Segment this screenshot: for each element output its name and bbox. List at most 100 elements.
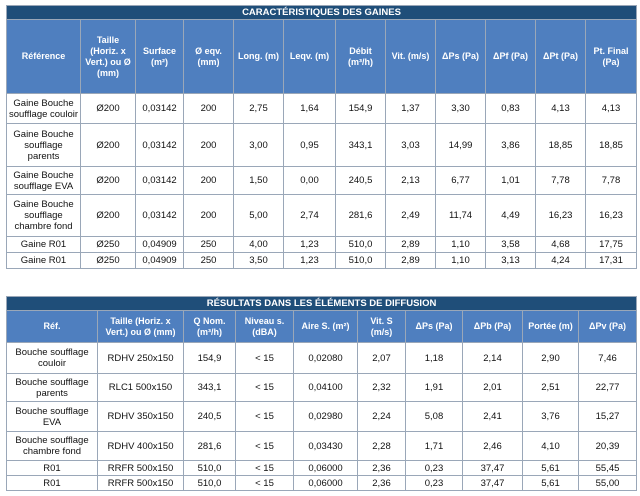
cell: 3,58 [485, 236, 536, 253]
cell: 4,13 [535, 93, 586, 124]
cell: 4,49 [485, 194, 536, 237]
cell: 55,00 [577, 475, 638, 491]
cell: RRFR 500x150 [97, 460, 184, 476]
cell: 1,50 [233, 166, 284, 195]
cell: 4,10 [522, 431, 579, 461]
cell: 0,03430 [293, 431, 358, 461]
table-title: RÉSULTATS DANS LES ÉLÉMENTS DE DIFFUSION [5, 296, 638, 311]
data-row: Bouche soufflage parents RLC1 500x150 343,… [6, 373, 638, 402]
cell: RDHV 250x150 [97, 342, 184, 374]
cell: 0,02080 [293, 342, 358, 374]
cell: 343,1 [183, 373, 236, 402]
data-row: Gaine Bouche soufflage couloir Ø200 0,0314… [6, 93, 638, 124]
data-row: Gaine Bouche soufflage parents Ø200 0,0314… [6, 123, 638, 167]
cell: 18,85 [535, 123, 586, 167]
cell: 7,78 [535, 166, 586, 195]
cell: Ø250 [80, 252, 136, 269]
cell: 5,08 [405, 401, 463, 432]
cell: 154,9 [183, 342, 236, 374]
cell: Ø200 [80, 166, 136, 195]
cell: 200 [183, 93, 234, 124]
column-header: Taille (Horiz. x Vert.) ou Ø (mm) [80, 19, 136, 94]
cell: Ø200 [80, 93, 136, 124]
column-header: Q Nom. (m³/h) [183, 310, 236, 343]
cell: 250 [183, 236, 234, 253]
title-row: RÉSULTATS DANS LES ÉLÉMENTS DE DIFFUSION [5, 296, 638, 311]
column-header: ΔPv (Pa) [577, 310, 638, 343]
cell: 510,0 [335, 236, 386, 253]
cell: 0,23 [405, 475, 463, 491]
row-label: Gaine Bouche soufflage couloir [6, 93, 81, 124]
cell: 2,28 [357, 431, 406, 461]
cell: 2,24 [357, 401, 406, 432]
cell: 2,41 [462, 401, 523, 432]
cell: RRFR 500x150 [97, 475, 184, 491]
column-header: Long. (m) [233, 19, 284, 94]
cell: 3,03 [385, 123, 436, 167]
data-row: R01 RRFR 500x150 510,0 < 15 0,06000 2,36 0,23 3… [6, 460, 638, 476]
cell: 2,14 [462, 342, 523, 374]
cell: 3,30 [435, 93, 486, 124]
cell: 5,61 [522, 460, 579, 476]
cell: 2,46 [462, 431, 523, 461]
title-row: CARACTÉRISTIQUES DES GAINES [5, 5, 638, 20]
cell: 2,13 [385, 166, 436, 195]
cell: 16,23 [584, 194, 638, 237]
cell: 3,50 [233, 252, 284, 269]
cell: 22,77 [577, 373, 638, 402]
column-header: Taille (Horiz. x Vert.) ou Ø (mm) [97, 310, 184, 343]
cell: 0,95 [283, 123, 336, 167]
cell: 37,47 [462, 460, 523, 476]
column-header: Pt. Final (Pa) [584, 19, 638, 94]
cell: 1,37 [385, 93, 436, 124]
cell: 15,27 [577, 401, 638, 432]
cell: 0,02980 [293, 401, 358, 432]
cell: 0,83 [485, 93, 536, 124]
cell: 4,00 [233, 236, 284, 253]
cell: 240,5 [183, 401, 236, 432]
cell: 18,85 [584, 123, 638, 167]
cell: 3,76 [522, 401, 579, 432]
cell: 1,10 [435, 236, 486, 253]
cell: 2,36 [357, 460, 406, 476]
cell: < 15 [235, 373, 294, 402]
cell: Ø250 [80, 236, 136, 253]
cell: 281,6 [335, 194, 386, 237]
cell: 1,23 [283, 236, 336, 253]
cell: 343,1 [335, 123, 386, 167]
cell: 2,75 [233, 93, 284, 124]
cell: 2,90 [522, 342, 579, 374]
cell: RLC1 500x150 [97, 373, 184, 402]
cell: 17,31 [584, 252, 638, 269]
cell: Ø200 [80, 194, 136, 237]
row-label: R01 [6, 475, 98, 491]
cell: 7,78 [584, 166, 638, 195]
cell: 510,0 [335, 252, 386, 269]
cell: 5,61 [522, 475, 579, 491]
row-label: Gaine Bouche soufflage EVA [6, 166, 81, 195]
cell: 1,01 [485, 166, 536, 195]
column-header: Référence [6, 19, 81, 94]
row-label: Gaine Bouche soufflage parents [6, 123, 81, 167]
column-header: ΔPs (Pa) [435, 19, 486, 94]
cell: 240,5 [335, 166, 386, 195]
column-header: Vit. (m/s) [385, 19, 436, 94]
cell: 7,46 [577, 342, 638, 374]
row-label: Bouche soufflage parents [6, 373, 98, 402]
cell: < 15 [235, 460, 294, 476]
table-title: CARACTÉRISTIQUES DES GAINES [5, 5, 638, 20]
cell: 1,64 [283, 93, 336, 124]
cell: 3,86 [485, 123, 536, 167]
data-row: Gaine R01 Ø250 0,04909 250 3,50 1,23 510,0 2,89… [6, 252, 638, 269]
cell: 1,91 [405, 373, 463, 402]
cell: 281,6 [183, 431, 236, 461]
data-row: R01 RRFR 500x150 510,0 < 15 0,06000 2,36 0,23 3… [6, 475, 638, 491]
table: RÉSULTATS DANS LES ÉLÉMENTS DE DIFFUSION… [5, 296, 638, 491]
cell: 200 [183, 123, 234, 167]
column-header: Vit. S (m/s) [357, 310, 406, 343]
row-label: R01 [6, 460, 98, 476]
cell: 2,49 [385, 194, 436, 237]
cell: 1,71 [405, 431, 463, 461]
cell: 14,99 [435, 123, 486, 167]
